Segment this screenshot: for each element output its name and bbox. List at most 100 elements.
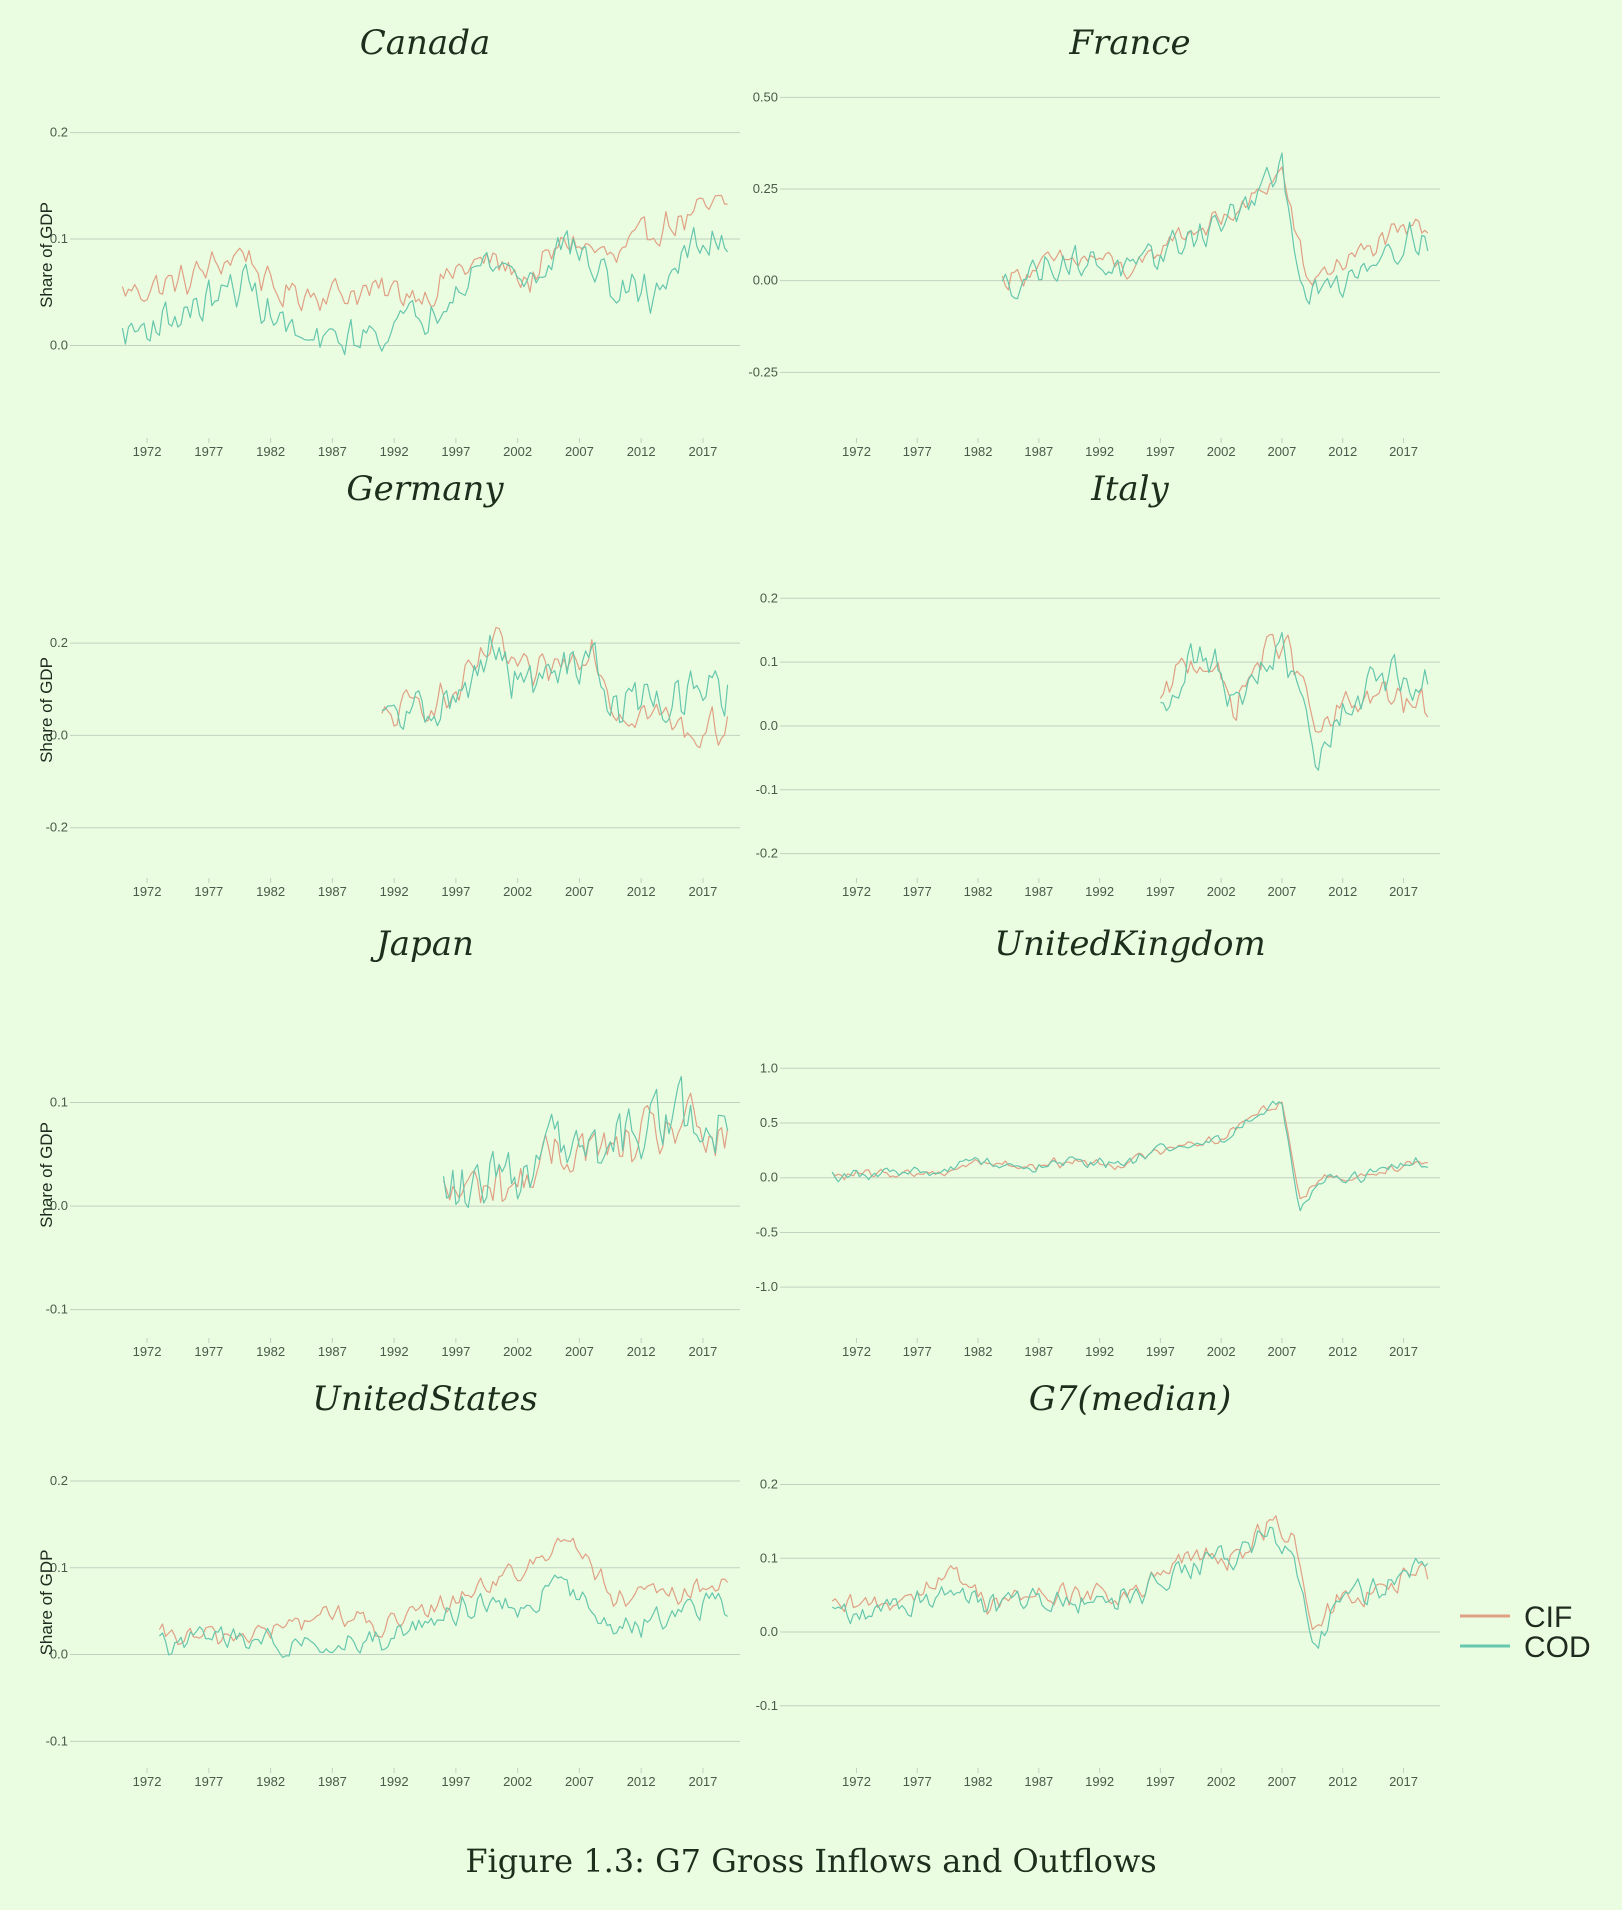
y-tick-label: 0.1 [760, 1550, 778, 1565]
panel-italy: Italy -0.2 -0.1 0.0 0.1 0.2 1972 1977 1982 1987 19… [756, 469, 1440, 899]
x-tick-label: 1997 [1146, 884, 1175, 899]
x-tick-label: 2002 [503, 444, 532, 459]
x-tick-label: 1987 [318, 884, 347, 899]
series-line-cod [1160, 631, 1429, 771]
panel-unitedkingdom: UnitedKingdom -1.0 -0.5 0.0 0.5 1.0 1972 1977 19… [756, 924, 1440, 1359]
x-tick-label: 1992 [1085, 884, 1114, 899]
panel-unitedstates: UnitedStates -0.1 0.0 0.1 0.2 1972 1977 1982 198… [37, 1379, 740, 1789]
x-tick-label: 1997 [1146, 1344, 1175, 1359]
y-axis-label: Share of GDP [37, 657, 56, 763]
y-tick-label: 0.25 [753, 181, 778, 196]
x-tick-label: 1987 [1024, 444, 1053, 459]
x-tick-label: 2007 [565, 1344, 594, 1359]
x-tick-label: 1997 [1146, 1774, 1175, 1789]
y-tick-label: 0.0 [760, 1624, 778, 1639]
panel-title: G7(median) [1029, 1379, 1232, 1419]
y-tick-label: -1.0 [756, 1279, 778, 1294]
x-tick-label: 1987 [318, 444, 347, 459]
x-tick-label: 2007 [565, 884, 594, 899]
x-tick-label: 1982 [964, 884, 993, 899]
x-tick-label: 2017 [1389, 884, 1418, 899]
series-line-cod [121, 226, 729, 356]
series-line-cod [381, 634, 729, 730]
x-tick-label: 1987 [1024, 1774, 1053, 1789]
panel-g7-median-: G7(median) -0.1 0.0 0.1 0.2 1972 1977 1982 1987 1… [756, 1379, 1440, 1789]
panel-title: Japan [370, 924, 474, 964]
x-tick-label: 2007 [1267, 1344, 1296, 1359]
x-tick-label: 1987 [1024, 884, 1053, 899]
x-tick-label: 1977 [903, 1344, 932, 1359]
x-tick-label: 1987 [1024, 1344, 1053, 1359]
y-tick-label: -0.1 [46, 1302, 68, 1317]
y-tick-label: 0.0 [50, 1647, 68, 1662]
x-tick-label: 1972 [133, 1774, 162, 1789]
x-tick-label: 1992 [380, 1344, 409, 1359]
x-tick-label: 1997 [441, 1344, 470, 1359]
x-tick-label: 2002 [503, 1774, 532, 1789]
y-tick-label: 0.2 [760, 590, 778, 605]
figure-caption: Figure 1.3: G7 Gross Inflows and Outflow… [465, 1842, 1157, 1880]
x-tick-label: 1972 [842, 1774, 871, 1789]
series-line-cod [442, 1075, 729, 1209]
x-tick-label: 1977 [903, 444, 932, 459]
y-tick-label: 0.0 [50, 727, 68, 742]
series-line-cod [158, 1574, 728, 1659]
y-tick-label: 0.2 [50, 1473, 68, 1488]
x-tick-label: 2012 [1328, 884, 1357, 899]
y-tick-label: 0.2 [50, 635, 68, 650]
y-tick-label: 0.00 [753, 273, 778, 288]
y-axis-label: Share of GDP [37, 1122, 56, 1228]
x-tick-label: 1972 [133, 884, 162, 899]
y-tick-label: 0.1 [50, 1095, 68, 1110]
x-tick-label: 1972 [842, 444, 871, 459]
y-tick-label: 0.2 [760, 1477, 778, 1492]
chart-canvas: Canada 0.0 0.1 0.2 1972 1977 1982 1987 1992 1997 2… [37, 23, 1591, 1789]
y-tick-label: 0.5 [760, 1115, 778, 1130]
panel-canada: Canada 0.0 0.1 0.2 1972 1977 1982 1987 1992 1997 2… [37, 23, 740, 459]
x-tick-label: 2002 [1207, 444, 1236, 459]
x-tick-label: 2017 [688, 1344, 717, 1359]
x-tick-label: 2017 [688, 444, 717, 459]
panel-title: Canada [360, 23, 491, 63]
x-tick-label: 2002 [503, 1344, 532, 1359]
x-tick-label: 2002 [1207, 1774, 1236, 1789]
x-tick-label: 1977 [194, 1774, 223, 1789]
x-tick-label: 1977 [194, 444, 223, 459]
x-tick-label: 2007 [565, 1774, 594, 1789]
y-tick-label: 0.50 [753, 89, 778, 104]
y-tick-label: -0.1 [46, 1733, 68, 1748]
x-tick-label: 2007 [565, 444, 594, 459]
x-tick-label: 2012 [627, 1344, 656, 1359]
y-axis-label: Share of GDP [37, 1550, 56, 1656]
y-tick-label: -0.2 [46, 820, 68, 835]
series-line-cif [158, 1537, 729, 1646]
x-tick-label: 2012 [1328, 1774, 1357, 1789]
y-tick-label: 0.0 [760, 1170, 778, 1185]
y-tick-label: 0.0 [50, 1198, 68, 1213]
series-line-cif [442, 1092, 729, 1204]
x-tick-label: 1997 [1146, 444, 1175, 459]
panel-france: France -0.25 0.00 0.25 0.50 1972 1977 1982 1987 1… [748, 23, 1440, 459]
y-tick-label: 0.1 [50, 231, 68, 246]
y-tick-label: -0.25 [748, 364, 778, 379]
x-tick-label: 2012 [1328, 444, 1357, 459]
y-tick-label: 1.0 [760, 1060, 778, 1075]
x-tick-label: 1992 [1085, 1344, 1114, 1359]
series-line-cif [381, 626, 729, 749]
panel-title: France [1068, 23, 1190, 63]
y-axis-label: Share of GDP [37, 202, 56, 308]
y-tick-label: 0.1 [50, 1560, 68, 1575]
legend-label-cod: COD [1524, 1631, 1591, 1664]
y-tick-label: -0.2 [756, 846, 778, 861]
x-tick-label: 2002 [503, 884, 532, 899]
series-line-cif [831, 1101, 1428, 1200]
x-tick-label: 2007 [1267, 444, 1296, 459]
x-tick-label: 1982 [256, 444, 285, 459]
x-tick-label: 2017 [1389, 1344, 1418, 1359]
x-tick-label: 2002 [1207, 1344, 1236, 1359]
x-tick-label: 1997 [441, 1774, 470, 1789]
x-tick-label: 1982 [964, 1344, 993, 1359]
x-tick-label: 2012 [1328, 1344, 1357, 1359]
